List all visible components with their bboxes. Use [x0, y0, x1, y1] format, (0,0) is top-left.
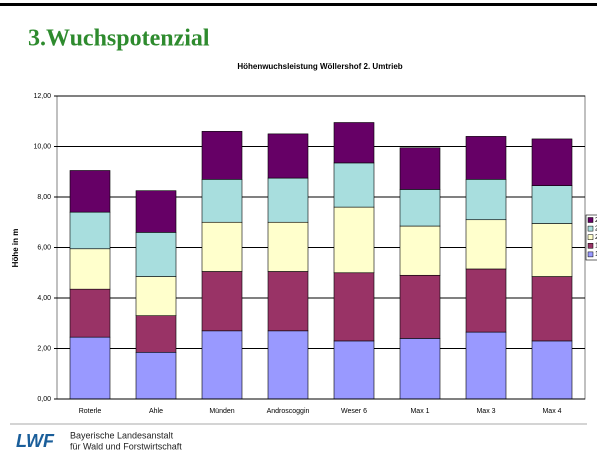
bar-segment: [69, 211, 111, 250]
bar-segment: [267, 221, 309, 272]
bar-segment: [135, 315, 177, 353]
bar-segment: [135, 276, 177, 316]
bar-segment: [333, 162, 375, 208]
bar-segment: [69, 288, 111, 338]
legend-swatch: [587, 234, 594, 240]
bar-segment: [399, 338, 441, 400]
chart-title: Höhenwuchsleistung Wöllershof 2. Umtrieb: [237, 62, 402, 71]
bar-segment: [399, 225, 441, 276]
y-tick-label: 2,00: [37, 345, 51, 352]
logo: LWF: [12, 430, 60, 452]
bar-segment: [201, 271, 243, 332]
bar-segment: [465, 136, 507, 180]
legend-label: 20: [595, 225, 597, 232]
y-tick-label: 0,00: [37, 396, 51, 403]
bar-segment: [267, 271, 309, 332]
legend-label: 20: [595, 234, 597, 241]
x-tick-label: Ahle: [149, 408, 163, 415]
legend-swatch: [587, 243, 594, 249]
bar-segment: [135, 351, 177, 400]
bar-segment: [531, 276, 573, 342]
footer-line2: für Wald und Forstwirtschaft: [70, 441, 182, 451]
footer-line1: Bayerische Landesanstalt: [70, 430, 174, 440]
bar-segment: [135, 232, 177, 277]
y-axis-label: Höhe in m: [11, 229, 20, 268]
bar-segment: [399, 274, 441, 339]
bar-segment: [465, 331, 507, 400]
bar-segment: [333, 340, 375, 400]
y-tick-label: 6,00: [37, 244, 51, 251]
x-tick-label: Max 3: [476, 408, 495, 415]
bar-segment: [333, 122, 375, 164]
bar-segment: [69, 170, 111, 213]
bar-segment: [531, 138, 573, 186]
plot: 0,00 2,00 4,00 6,00 8,00 10,00 12,00 Roterle Ahl…: [33, 93, 597, 415]
bar-segment: [69, 248, 111, 290]
bar-segment: [531, 185, 573, 224]
bar-segment: [333, 272, 375, 342]
bar-segment: [267, 177, 309, 223]
x-tick-label: Max 1: [410, 408, 429, 415]
bar-segment: [201, 179, 243, 223]
legend-label: 19: [595, 243, 597, 250]
y-tick-label: 8,00: [37, 194, 51, 201]
bar-segment: [465, 179, 507, 221]
bar-segment: [267, 133, 309, 179]
x-tick-label: Roterle: [79, 408, 102, 415]
slide-heading: 3.Wuchspotenzial: [28, 26, 210, 52]
bar-segment: [399, 147, 441, 190]
x-tick-label: Weser 6: [341, 408, 367, 415]
logo-text: LWF: [16, 431, 55, 451]
x-tick-label: Münden: [209, 408, 234, 415]
bar-segment: [201, 221, 243, 272]
x-tick-label: Androscoggin: [267, 408, 310, 415]
bar-segment: [465, 219, 507, 270]
legend-swatch: [587, 225, 594, 232]
y-tick-label: 12,00: [33, 93, 51, 100]
top-border: [0, 3, 597, 6]
bar-segment: [69, 336, 111, 400]
bar-segment: [267, 330, 309, 400]
x-tick-label: Max 4: [542, 408, 561, 415]
bar-segment: [465, 268, 507, 333]
bar-segment: [333, 206, 375, 274]
legend-swatch: [587, 251, 594, 258]
y-tick-label: 10,00: [33, 143, 51, 150]
bar-segment: [201, 131, 243, 180]
bar-segment: [399, 189, 441, 227]
bar-segment: [531, 340, 573, 400]
y-tick-label: 4,00: [37, 295, 51, 302]
bar-segment: [201, 330, 243, 400]
logo-box: [12, 430, 60, 452]
bar-segment: [135, 190, 177, 233]
legend-label: 19: [595, 251, 597, 258]
legend-label: 20: [595, 217, 597, 224]
legend-swatch: [587, 217, 594, 223]
bar-segment: [531, 223, 573, 277]
